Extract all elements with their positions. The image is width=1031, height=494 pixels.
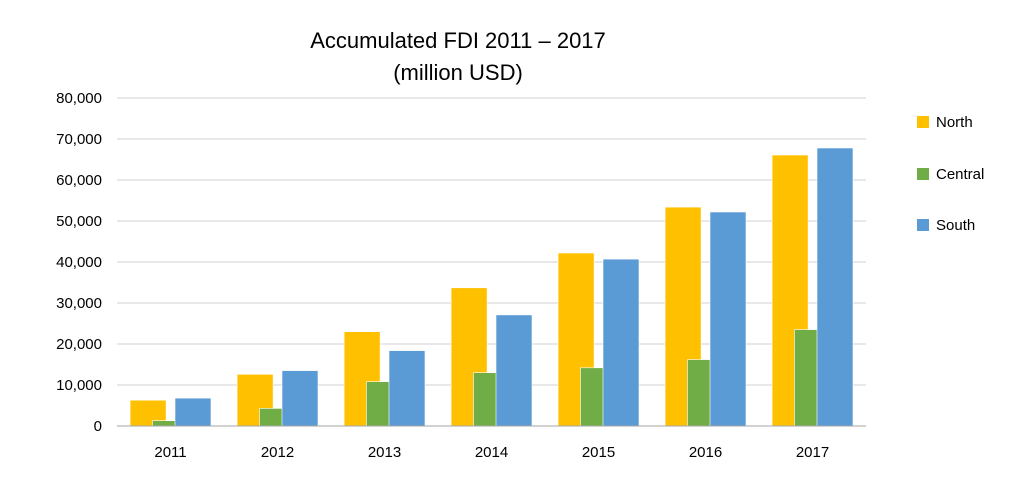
x-tick-label: 2017	[796, 444, 829, 461]
legend-label-south: South	[936, 217, 975, 234]
chart-subtitle: (million USD)	[393, 60, 523, 85]
bar-south-2016	[709, 211, 747, 427]
x-axis-tick-labels: 2011 2012 2013 2014 2015 2016 2017	[154, 444, 829, 461]
bar-south-2012	[281, 370, 319, 427]
bar-south-2017	[816, 147, 854, 427]
y-tick-label: 40,000	[56, 254, 102, 271]
bar-south-2013	[388, 350, 426, 427]
legend-label-central: Central	[936, 166, 984, 183]
bar-south-2014	[495, 314, 533, 427]
x-tick-label: 2015	[582, 444, 615, 461]
y-axis-tick-labels: 0 10,000 20,000 30,000 40,000 50,000 60,000 70,…	[56, 90, 102, 435]
x-tick-label: 2012	[261, 444, 294, 461]
x-tick-label: 2016	[689, 444, 722, 461]
x-tick-label: 2013	[368, 444, 401, 461]
gridlines	[117, 97, 866, 386]
y-tick-label: 70,000	[56, 131, 102, 148]
x-tick-label: 2014	[475, 444, 508, 461]
y-tick-label: 60,000	[56, 172, 102, 189]
legend-swatch-central	[917, 168, 929, 180]
y-tick-label: 50,000	[56, 213, 102, 230]
y-tick-label: 20,000	[56, 336, 102, 353]
bar-south-2015	[602, 258, 640, 427]
chart-title: Accumulated FDI 2011 – 2017	[310, 28, 606, 53]
bars	[129, 147, 854, 427]
legend-label-north: North	[936, 114, 973, 131]
legend-swatch-north	[917, 116, 929, 128]
y-tick-label: 0	[94, 418, 102, 435]
legend-swatch-south	[917, 219, 929, 231]
x-tick-label: 2011	[154, 444, 186, 461]
y-tick-label: 80,000	[56, 90, 102, 107]
y-tick-label: 10,000	[56, 377, 102, 394]
bar-south-2011	[174, 397, 212, 427]
y-tick-label: 30,000	[56, 295, 102, 312]
legend: North Central South	[917, 114, 984, 234]
